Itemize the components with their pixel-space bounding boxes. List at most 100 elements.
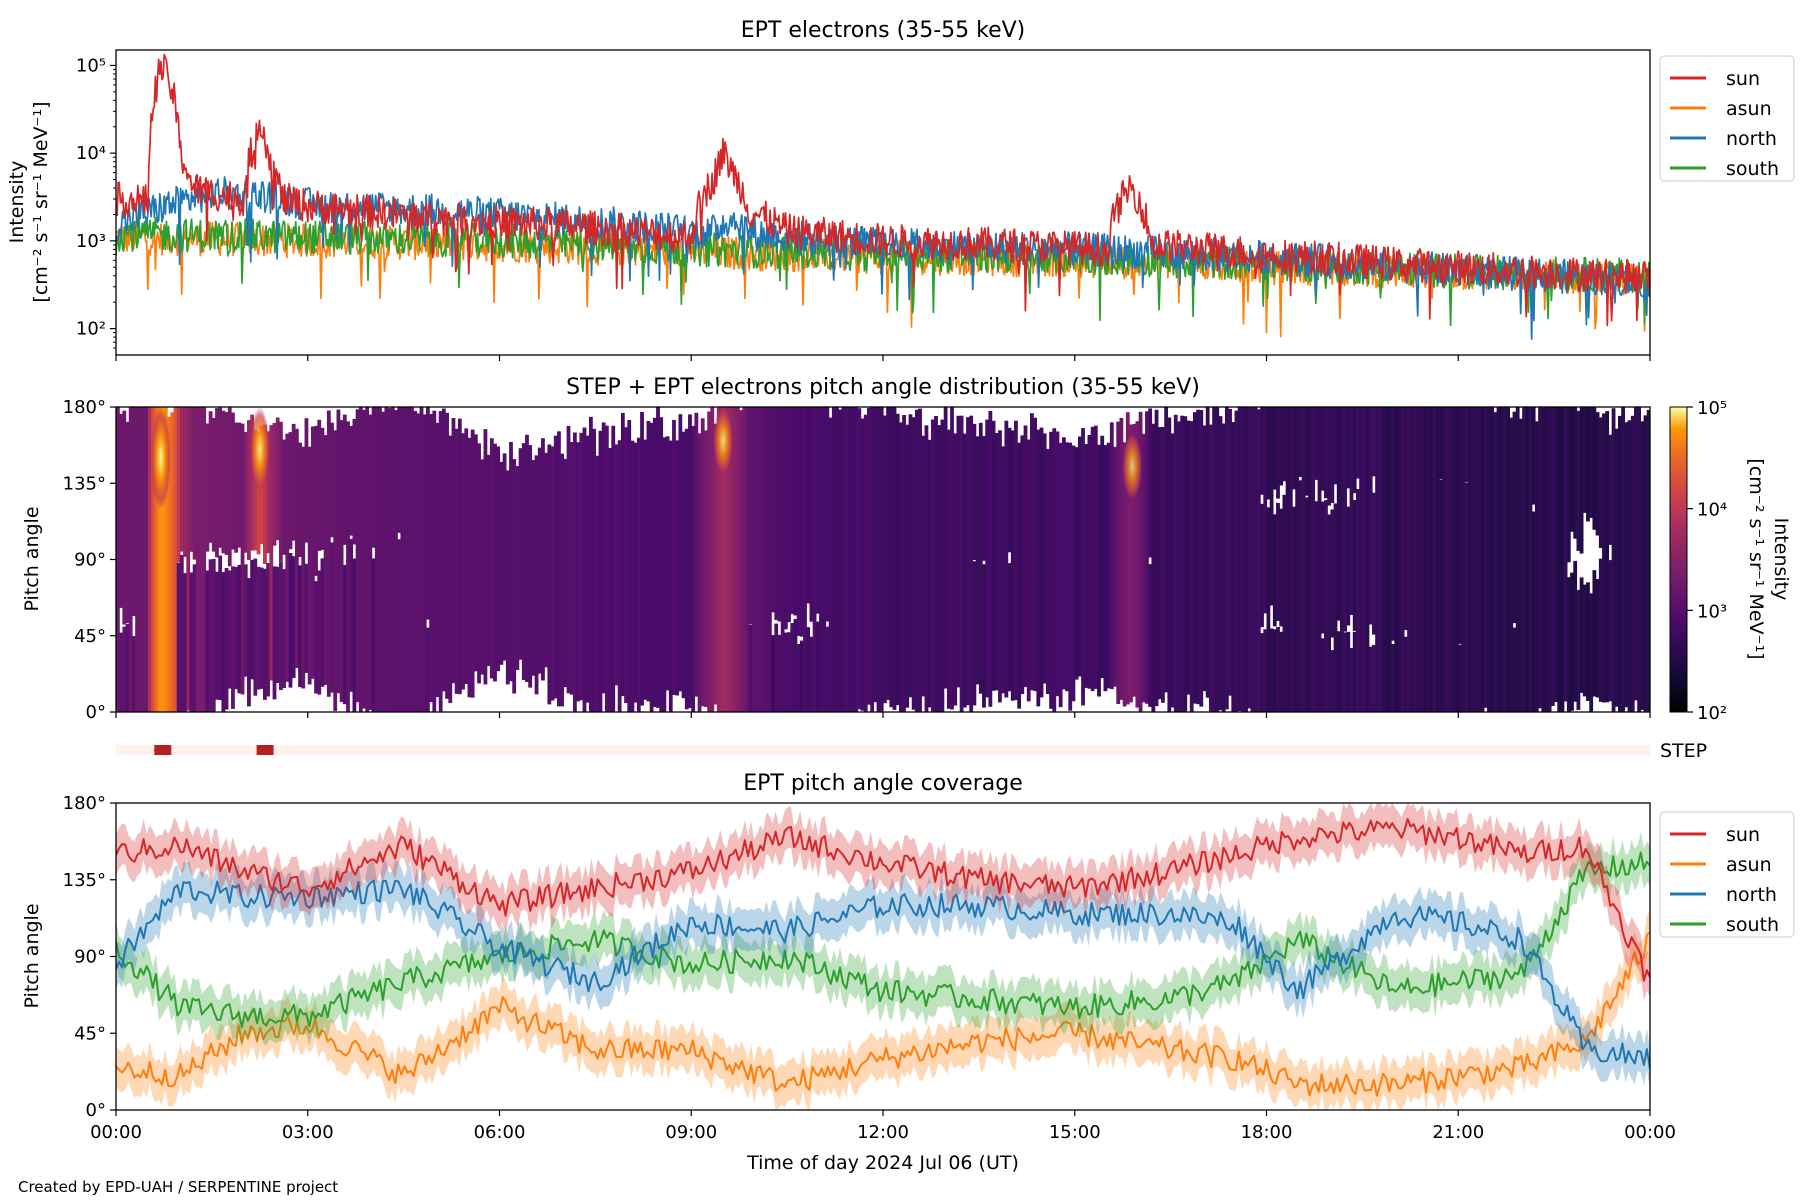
heatmap-cell [815,407,820,614]
heatmap-cell [1215,407,1220,712]
heatmap-cell [1272,407,1277,490]
heatmap-cell [330,542,334,693]
heatmap-cell [988,411,993,707]
legend-label-north: north [1726,884,1777,906]
heatmap-cell [1004,420,1009,698]
heatmap-cell [649,422,654,712]
panel4-y-axis: 0° 45° 90° 135° 180° [63,793,116,1121]
heatmap-cell [291,556,296,679]
panel1-plot-area [116,53,1650,340]
heatmap-cell [250,414,255,551]
heatmap-cell [218,407,223,548]
heatmap-cell [953,433,958,706]
heatmap-cell [1490,407,1495,712]
heatmap-cell [294,428,299,668]
heatmap-cell [247,578,251,707]
heatmap-cell [406,407,411,712]
panel2-title: STEP + EPT electrons pitch angle distrib… [566,375,1200,400]
heatmap-cell [339,420,344,702]
heatmap-cell [231,566,235,709]
heatmap-cell [496,446,501,672]
heatmap-cell [1483,407,1488,708]
legend-label-north: north [1726,128,1777,150]
colorbar-label: Intensity [1770,518,1792,601]
heatmap-cell [1391,644,1395,712]
heatmap-cell [1458,644,1463,712]
heatmap-cell [620,412,625,697]
heatmap-cell [227,570,232,689]
heatmap-cell [221,572,226,712]
heatmap-cell [122,626,127,712]
heatmap-cell [1407,407,1411,712]
legend-frame [1659,55,1795,182]
heatmap-cell [272,566,277,700]
heatmap-cell [186,407,191,711]
colorbar-tick-label: 10² [1697,703,1727,724]
heatmap-cell [224,412,229,555]
heatmap-cell [975,436,980,685]
heatmap-cell [272,423,277,546]
heatmap-cell [1183,416,1188,712]
heatmap-cell [579,432,584,701]
heatmap-cell [1375,407,1379,712]
heatmap-cell [886,407,890,700]
y-tick-label: 180° [63,793,106,814]
x-tick-label: 09:00 [665,1122,717,1143]
series-line-north [116,879,1650,1069]
heatmap-cell [569,442,574,695]
heatmap-cell [1355,407,1360,479]
heatmap-cell [211,559,216,712]
heatmap-cell [918,408,922,712]
heatmap-cell [282,439,286,555]
heatmap-cell [1346,506,1351,626]
heatmap-cell [809,636,814,712]
heatmap-cell [1061,437,1066,690]
heatmap-cell [291,423,296,541]
heatmap-cell [1566,407,1571,563]
heatmap-cell [1119,418,1124,700]
heatmap-cell [793,618,798,712]
heatmap-cell [199,407,203,712]
heatmap-cell [1544,407,1549,712]
heatmap-cell [135,407,139,712]
panel1-ylabel-unit: [cm⁻² s⁻¹ sr⁻¹ MeV⁻¹] [30,101,52,302]
heatmap-cell [1343,632,1347,712]
y-tick-label: 10⁴ [76,143,106,164]
colorbar-tick-label: 10³ [1697,601,1727,622]
heatmap-cell [1592,407,1597,530]
heatmap-cell [633,442,638,703]
heatmap-cell [1068,442,1073,711]
heatmap-cell [1340,407,1344,712]
heatmap-cell [1164,407,1169,693]
heatmap-cell [812,407,817,712]
heatmap-cell [195,407,200,712]
heatmap-cell [541,438,545,681]
heatmap-cell [352,418,357,545]
heatmap-cell [1122,442,1127,707]
heatmap-cell [387,408,392,712]
y-tick-label: 0° [86,702,106,723]
heatmap-cell [231,412,235,550]
heatmap-cell [1279,407,1284,486]
y-tick-label: 45° [74,1023,106,1044]
heatmap-cell [432,410,437,712]
heatmap-cell [266,431,270,554]
heatmap-cell [183,573,187,712]
heatmap-cell [1525,407,1530,712]
heatmap-cell [787,632,791,712]
heatmap-enhancement [150,407,171,509]
heatmap-cell [704,430,708,707]
heatmap-cell [1595,579,1600,698]
heatmap-cell [1279,631,1284,712]
colorbar-unit: [cm⁻² s⁻¹ sr⁻¹ MeV⁻¹] [1745,458,1767,659]
heatmap-cell [927,439,932,708]
heatmap-cell [1509,417,1514,712]
heatmap-cell [700,418,705,707]
heatmap-cell [1065,442,1069,692]
heatmap-cell [771,635,775,712]
x-tick-label: 12:00 [857,1122,909,1143]
heatmap-cell [119,413,123,608]
heatmap-cell [640,412,644,706]
heatmap-cell [1154,409,1159,707]
heatmap-cell [224,568,229,710]
